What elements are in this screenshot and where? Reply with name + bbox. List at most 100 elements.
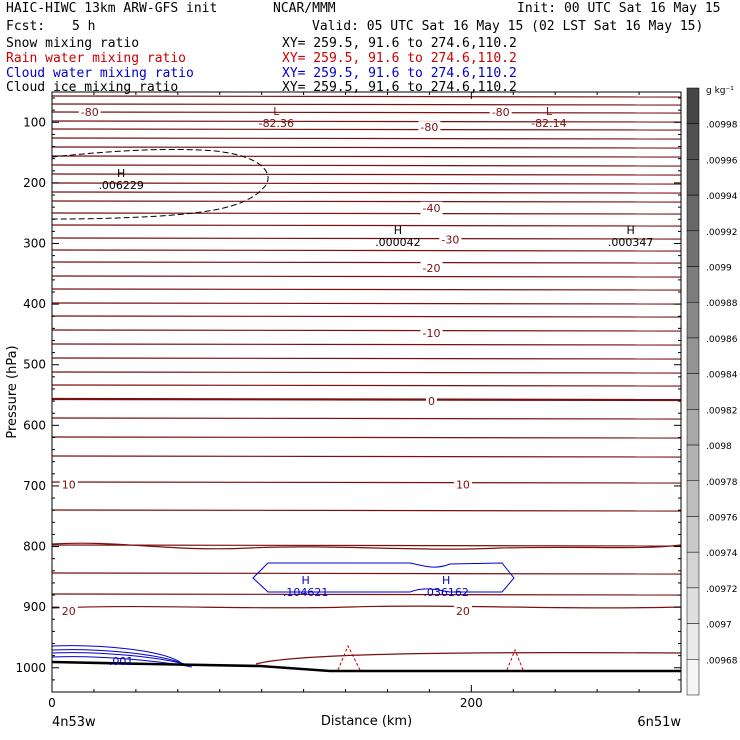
colorbar-label: .0098 — [706, 442, 732, 452]
cloud-water-label: .001 — [109, 655, 134, 668]
colorbar-unit: g kg⁻¹ — [706, 86, 734, 96]
colorbar-label: .00968 — [706, 656, 738, 666]
temperature-label: -80 — [81, 106, 99, 119]
extremum-kind: H — [117, 167, 125, 180]
colorbar-label: .0097 — [706, 621, 732, 631]
colorbar-swatch — [686, 480, 700, 517]
temperature-label: -80 — [492, 106, 510, 119]
y-tick-label: 100 — [23, 115, 46, 129]
colorbar-swatch — [686, 409, 700, 446]
temperature-contour — [51, 127, 682, 131]
extremum-h: H.036162 — [423, 574, 469, 599]
y-tick-label: 800 — [23, 540, 46, 554]
y-tick-label: 300 — [23, 237, 46, 251]
colorbar-label: .00994 — [706, 192, 738, 202]
colorbar-label: .00982 — [706, 406, 738, 416]
extremum-value: .104621 — [283, 586, 329, 599]
y-tick-label: 900 — [23, 600, 46, 614]
temperature-contour — [51, 199, 682, 203]
extremum-kind: L — [546, 105, 553, 118]
temperature-label: -40 — [423, 202, 441, 215]
valid-time: Valid: 05 UTC Sat 16 May 15 (02 LST Sat … — [312, 19, 704, 34]
colorbar-swatch — [686, 587, 700, 624]
temperature-contour — [51, 435, 682, 439]
label-background — [418, 121, 441, 135]
extremum-h: H.104621 — [283, 574, 329, 599]
colorbar-label: .00974 — [706, 549, 738, 559]
temperature-contour — [51, 274, 682, 278]
label-background — [425, 395, 437, 409]
label-background — [489, 106, 512, 119]
colorbar-swatch — [686, 123, 700, 160]
x-endpoint-right: 6n51w — [637, 715, 681, 730]
colorbar-swatch — [686, 159, 700, 196]
extremum-h: H.006229 — [98, 167, 144, 192]
temperature-contour — [51, 260, 682, 264]
colorbar-label: .0099 — [706, 264, 732, 274]
temperature-contour — [51, 383, 682, 387]
temperature-contour — [51, 605, 682, 609]
colorbar-swatch — [686, 623, 700, 660]
colorbar-swatch — [686, 659, 700, 696]
colorbar-label: .00972 — [706, 585, 738, 595]
temperature-contour — [51, 287, 682, 291]
field-xy-rain: XY= 259.5, 91.6 to 274.6,110.2 — [282, 51, 517, 66]
colorbar-label: .00984 — [706, 371, 738, 381]
temperature-contour — [51, 416, 682, 420]
cloud-water-contour — [51, 652, 189, 666]
colorbar-swatch — [686, 551, 700, 589]
extremum-kind: H — [394, 224, 402, 237]
cloud-water-contour — [51, 645, 181, 663]
label-background — [420, 261, 443, 275]
label-background — [59, 604, 78, 618]
ground-surface — [51, 660, 681, 673]
temperature-contour — [51, 136, 682, 140]
temperature-contour — [255, 652, 682, 665]
colorbar-label: .00992 — [706, 228, 738, 238]
temperature-contour — [51, 181, 682, 185]
y-axis-label: Pressure (hPa) — [5, 345, 20, 438]
y-tick-label: 1000 — [15, 661, 46, 675]
label-background — [420, 201, 443, 215]
y-tick-label: 600 — [23, 418, 46, 432]
colorbar-swatch — [686, 266, 700, 303]
extremum-h: H.000042 — [375, 224, 421, 249]
rain-water-contour — [506, 648, 524, 671]
y-tick-label: 200 — [23, 176, 46, 190]
extremum-value: .036162 — [423, 586, 469, 599]
y-tick-label: 700 — [23, 479, 46, 493]
label-background — [59, 478, 78, 492]
temperature-contour — [51, 94, 682, 98]
temperature-label: -20 — [423, 262, 441, 275]
label-background — [78, 106, 101, 119]
colorbar-label: .00988 — [706, 299, 738, 309]
cloud-water-contour — [51, 649, 185, 665]
temperature-contour — [51, 571, 682, 575]
extremum-value: .006229 — [98, 179, 144, 192]
colorbar-label: .00978 — [706, 478, 738, 488]
field-xy-cloud-water: XY= 259.5, 91.6 to 274.6,110.2 — [282, 66, 517, 81]
colorbar-swatch — [686, 516, 700, 553]
x-tick-label: 0 — [48, 696, 56, 710]
x-axis-label: Distance (km) — [321, 714, 412, 729]
snow-mixing-ratio-contour — [51, 148, 269, 220]
temperature-label: 20 — [62, 605, 76, 618]
x-endpoint-left: 4n53w — [52, 715, 96, 730]
colorbar-label: .00996 — [706, 156, 738, 166]
colorbar-swatch — [686, 301, 700, 339]
temperature-contour — [51, 236, 682, 240]
temperature-contour — [51, 356, 682, 360]
field-xy-snow: XY= 259.5, 91.6 to 274.6,110.2 — [282, 36, 517, 51]
center-label: NCAR/MMM — [273, 1, 336, 16]
temperature-label: 0 — [428, 395, 435, 408]
colorbar-label: .00998 — [706, 121, 738, 131]
extremum-value: .000042 — [375, 236, 421, 249]
extremum-l: L-82.14 — [531, 105, 566, 130]
temperature-contour — [51, 370, 682, 374]
colorbar-swatch — [686, 230, 700, 267]
colorbar-swatch — [686, 444, 700, 482]
temperature-label: -30 — [441, 233, 459, 246]
colorbar-label: .00986 — [706, 335, 738, 345]
